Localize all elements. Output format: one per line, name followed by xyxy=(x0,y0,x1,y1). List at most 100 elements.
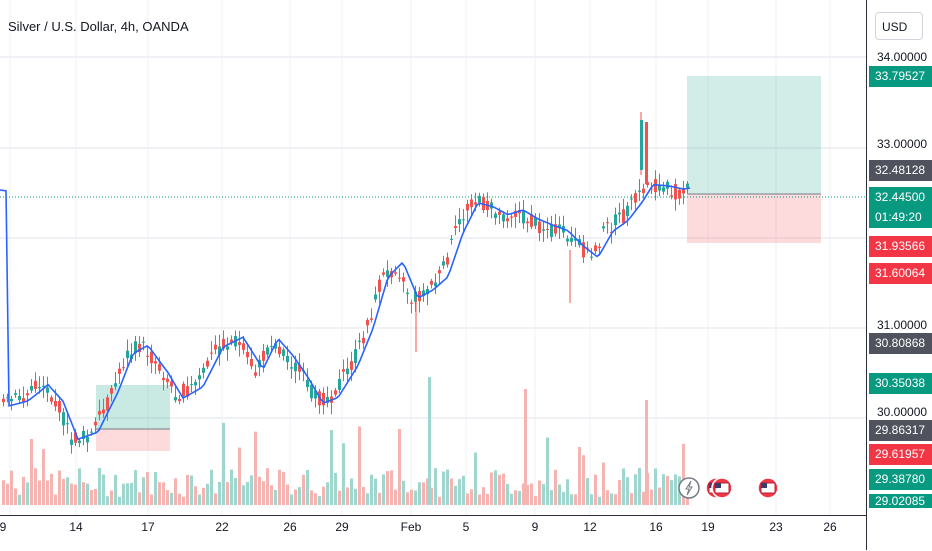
candle xyxy=(682,188,685,194)
candle xyxy=(406,292,409,295)
volume-bar xyxy=(418,482,421,505)
volume-bar xyxy=(582,455,585,505)
candle xyxy=(114,383,117,387)
price-badge-last: 32.44500 xyxy=(869,187,932,208)
candle xyxy=(138,343,141,353)
candle xyxy=(622,209,625,224)
candle xyxy=(150,351,153,364)
volume-bar xyxy=(326,482,329,505)
candle xyxy=(522,210,525,224)
candle xyxy=(534,217,537,226)
volume-bar xyxy=(266,468,269,505)
candle xyxy=(2,398,5,403)
candle xyxy=(614,214,617,226)
candle xyxy=(26,393,29,396)
candle xyxy=(54,400,57,407)
chart-area[interactable]: Silver / U.S. Dollar, 4h, OANDA xyxy=(0,0,866,515)
volume-bar xyxy=(594,474,597,505)
volume-bar xyxy=(402,480,405,505)
volume-bar xyxy=(554,469,557,505)
date-label: 9 xyxy=(531,520,539,534)
price-scale[interactable]: USD 34.00000 33.00000 31.00000 30.00000 … xyxy=(866,0,932,550)
volume-bar xyxy=(350,478,353,505)
time-axis[interactable]: 9 14 17 22 26 29 Feb 5 9 12 16 19 23 26 xyxy=(0,515,866,551)
volume-bar xyxy=(522,483,525,505)
candle xyxy=(558,224,561,229)
currency-button[interactable]: USD xyxy=(875,12,923,40)
candle xyxy=(314,390,317,399)
date-label: 19 xyxy=(701,520,715,534)
candle xyxy=(574,238,577,241)
volume-bar xyxy=(10,470,13,505)
candle xyxy=(506,218,509,222)
candle xyxy=(122,367,125,369)
volume-bar xyxy=(542,484,545,505)
volume-bar xyxy=(110,490,113,505)
volume-bar xyxy=(6,483,9,505)
candle xyxy=(98,411,101,415)
volume-bar xyxy=(682,443,685,505)
candle xyxy=(190,384,193,386)
candle xyxy=(38,387,41,389)
date-label: 12 xyxy=(583,520,597,534)
candle xyxy=(350,361,353,370)
volume-bar xyxy=(38,480,41,505)
price-badge-target: 33.79527 xyxy=(869,66,932,87)
volume-bar xyxy=(566,479,569,505)
volume-bar xyxy=(374,478,377,505)
candle xyxy=(678,189,681,199)
candle xyxy=(86,436,89,443)
candle xyxy=(338,378,341,390)
candle xyxy=(466,203,469,211)
volume-bar xyxy=(634,474,637,505)
candle xyxy=(174,397,177,401)
price-chart[interactable] xyxy=(0,0,866,515)
candle xyxy=(238,342,241,346)
price-badge-low: 31.60064 xyxy=(869,263,932,284)
volume-bar xyxy=(650,489,653,505)
volume-bar xyxy=(342,443,345,505)
candle xyxy=(118,368,121,374)
volume-bar xyxy=(434,468,437,505)
symbol-title: Silver / U.S. Dollar, 4h, OANDA xyxy=(8,19,189,34)
candle xyxy=(82,430,85,439)
candle xyxy=(474,202,477,205)
candle xyxy=(250,358,253,367)
volume-bar xyxy=(142,477,145,505)
volume-bar xyxy=(78,468,81,505)
price-badge-entry: 32.48128 xyxy=(869,160,932,181)
volume-bar xyxy=(194,486,197,505)
volume-bar xyxy=(86,483,89,505)
candle xyxy=(182,383,185,397)
volume-bar xyxy=(570,494,573,505)
volume-bar xyxy=(50,473,53,505)
candle xyxy=(322,392,325,406)
candle xyxy=(298,364,301,372)
candle xyxy=(654,179,657,193)
volume-bar xyxy=(558,484,561,505)
volume-bar xyxy=(450,478,453,505)
candle xyxy=(270,345,273,347)
volume-bar xyxy=(282,472,285,505)
volume-bar xyxy=(514,490,517,505)
price-badge: 29.02085 xyxy=(869,494,932,508)
volume-bar xyxy=(62,478,65,505)
candle xyxy=(326,396,329,403)
volume-bar xyxy=(114,474,117,505)
volume-bar xyxy=(294,489,297,505)
candle xyxy=(346,368,349,375)
candle xyxy=(502,214,505,222)
candle xyxy=(274,343,277,349)
candle xyxy=(550,224,553,237)
candle xyxy=(110,388,113,394)
volume-bar xyxy=(34,468,37,505)
volume-bar xyxy=(394,489,397,505)
candle xyxy=(662,187,665,192)
candle xyxy=(266,347,269,355)
date-label: 14 xyxy=(69,520,83,534)
candle xyxy=(358,340,361,342)
candle xyxy=(442,261,445,266)
volume-bar xyxy=(106,496,109,505)
candle xyxy=(70,439,73,445)
volume-bar xyxy=(30,438,33,505)
